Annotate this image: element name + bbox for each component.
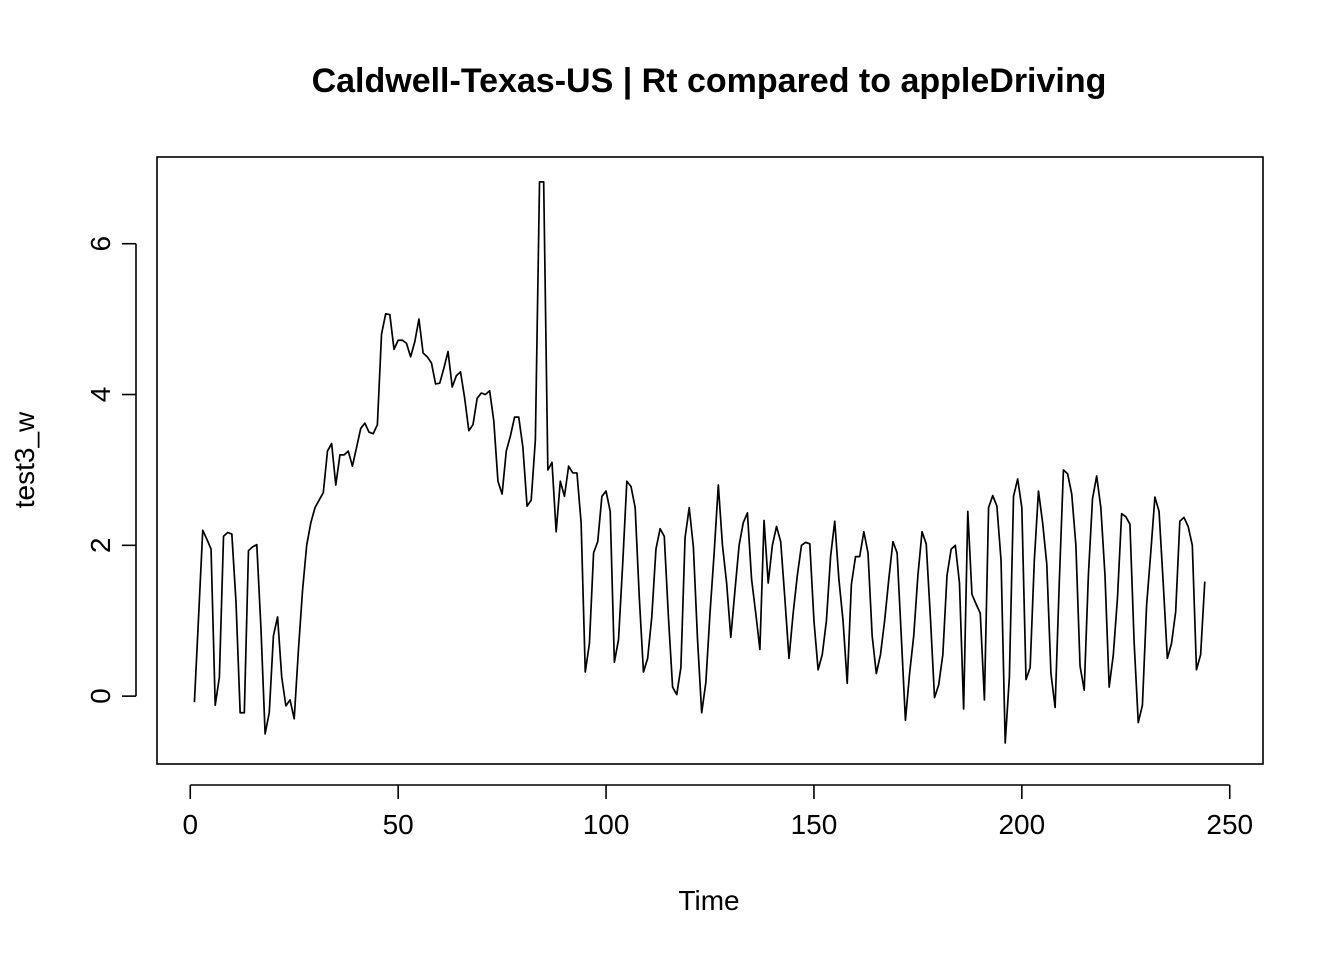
x-tick-label: 50: [383, 809, 414, 840]
x-tick-label: 100: [583, 809, 630, 840]
y-axis-label: test3_w: [9, 411, 40, 508]
x-axis: 0 50 100 150 200 250: [182, 784, 1253, 840]
x-tick-label: 250: [1206, 809, 1253, 840]
y-tick-label: 6: [85, 236, 116, 252]
chart-title: Caldwell-Texas-US | Rt compared to apple…: [312, 62, 1107, 100]
x-tick-label: 0: [182, 809, 198, 840]
plot-area-frame: [156, 156, 1264, 765]
y-tick-label: 0: [85, 688, 116, 704]
y-tick-label: 2: [85, 538, 116, 554]
x-tick-label: 150: [791, 809, 838, 840]
series-line-test3_w: [193, 181, 1206, 744]
y-axis: 0 2 4 6: [85, 236, 137, 704]
y-tick-label: 4: [85, 387, 116, 403]
x-axis-label: Time: [678, 885, 739, 916]
x-tick-label: 200: [998, 809, 1045, 840]
